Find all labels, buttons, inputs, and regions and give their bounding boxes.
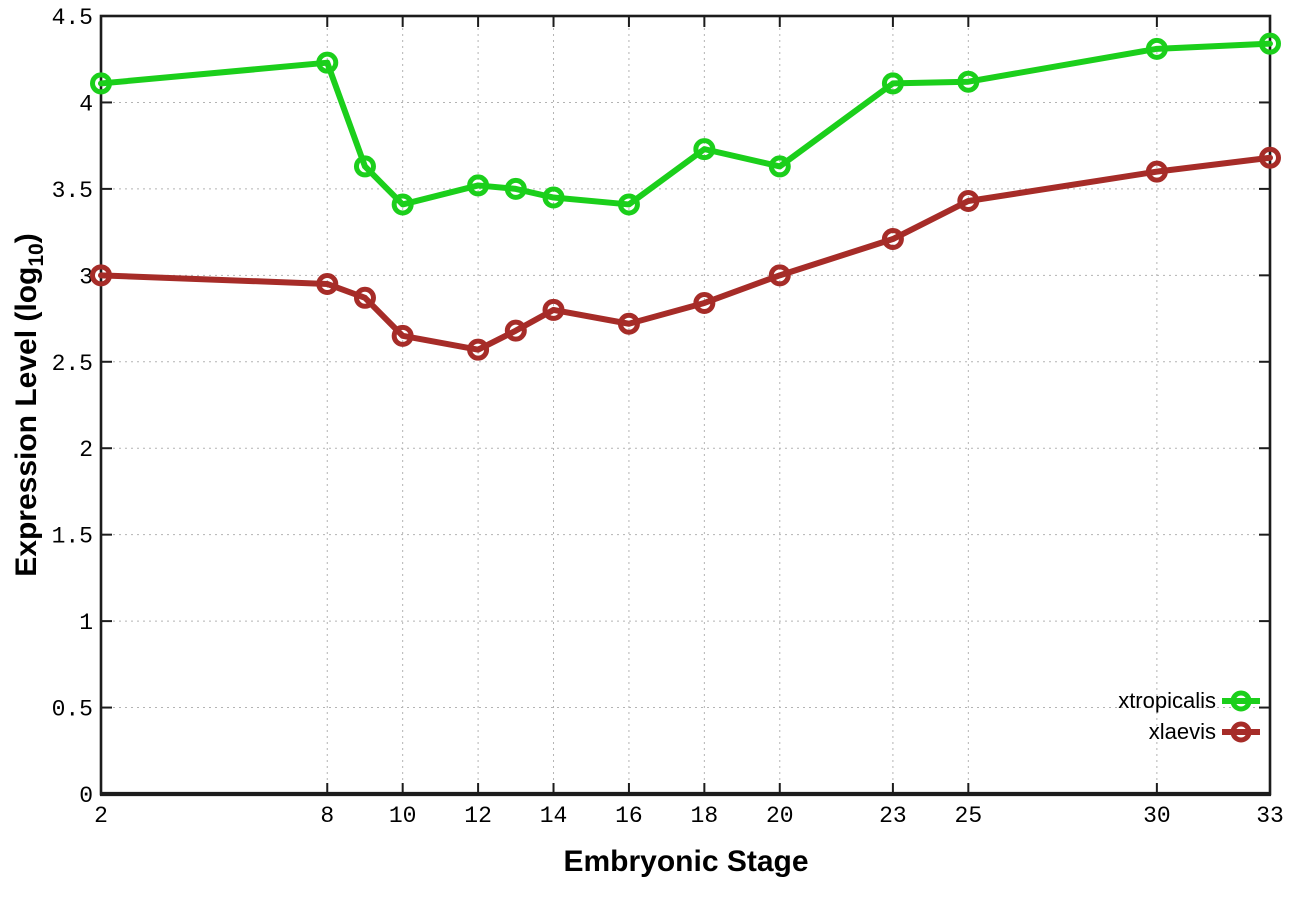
legend-label-xlaevis: xlaevis bbox=[1148, 719, 1216, 744]
y-axis-title-suffix: ) bbox=[10, 233, 43, 244]
x-axis-title: Embryonic Stage bbox=[563, 845, 809, 878]
data-point-xtropicalis-10 bbox=[391, 193, 414, 216]
data-point-xtropicalis-25 bbox=[957, 70, 980, 93]
data-point-xlaevis-25 bbox=[957, 189, 980, 212]
data-point-xlaevis-33 bbox=[1259, 146, 1281, 169]
y-tick-label-1: 1 bbox=[79, 610, 93, 636]
x-tick-label-2: 2 bbox=[94, 803, 108, 829]
y-axis-title-subscript: 10 bbox=[25, 243, 48, 267]
plot-border bbox=[99, 14, 1272, 796]
data-point-xlaevis-10 bbox=[391, 324, 414, 347]
data-point-xtropicalis-12 bbox=[467, 174, 490, 197]
data-point-xlaevis-12 bbox=[467, 338, 490, 361]
data-point-xtropicalis-33 bbox=[1259, 32, 1281, 55]
y-tick-label-1.5: 1.5 bbox=[52, 524, 93, 550]
data-point-xlaevis-20 bbox=[768, 264, 791, 287]
y-tick-label-3.5: 3.5 bbox=[52, 178, 93, 204]
y-axis-title-text: Expression Level (log bbox=[10, 266, 43, 577]
data-point-xlaevis-8 bbox=[316, 272, 339, 295]
x-tick-label-10: 10 bbox=[389, 803, 417, 829]
data-point-xtropicalis-16 bbox=[617, 193, 640, 216]
x-tick-label-8: 8 bbox=[320, 803, 334, 829]
legend-label-xtropicalis: xtropicalis bbox=[1118, 688, 1216, 713]
legend-marker-xtropicalis bbox=[1222, 690, 1260, 711]
data-point-xtropicalis-2 bbox=[90, 72, 112, 95]
data-point-xtropicalis-23 bbox=[881, 72, 904, 95]
y-tick-label-4.5: 4.5 bbox=[52, 5, 93, 31]
y-tick-label-2.5: 2.5 bbox=[52, 351, 93, 377]
legend-item-xtropicalis: xtropicalis bbox=[1118, 685, 1260, 716]
x-tick-label-23: 23 bbox=[879, 803, 907, 829]
series-line-xlaevis bbox=[98, 154, 1273, 353]
y-tick-label-4: 4 bbox=[79, 91, 93, 117]
data-point-xlaevis-14 bbox=[542, 298, 565, 321]
y-tick-label-3: 3 bbox=[79, 264, 93, 290]
data-point-xlaevis-13 bbox=[504, 319, 527, 342]
y-tick-label-0: 0 bbox=[79, 783, 93, 809]
data-point-xlaevis-18 bbox=[693, 291, 716, 314]
legend-item-xlaevis: xlaevis bbox=[1118, 716, 1260, 747]
x-tick-label-25: 25 bbox=[955, 803, 983, 829]
data-point-xtropicalis-20 bbox=[768, 155, 791, 178]
x-tick-label-30: 30 bbox=[1143, 803, 1171, 829]
y-tick-label-0.5: 0.5 bbox=[52, 697, 93, 723]
data-point-xtropicalis-14 bbox=[542, 186, 565, 209]
data-point-xtropicalis-9 bbox=[353, 155, 376, 178]
x-tick-label-12: 12 bbox=[464, 803, 492, 829]
y-axis-title: Expression Level (log10) bbox=[10, 233, 48, 577]
x-tick-label-18: 18 bbox=[691, 803, 719, 829]
data-point-xlaevis-2 bbox=[90, 264, 112, 287]
data-point-xlaevis-30 bbox=[1145, 160, 1168, 183]
data-point-xtropicalis-13 bbox=[504, 177, 527, 200]
data-point-xtropicalis-8 bbox=[316, 51, 339, 74]
y-tick-label-2: 2 bbox=[79, 437, 93, 463]
x-tick-label-14: 14 bbox=[540, 803, 568, 829]
data-point-xtropicalis-30 bbox=[1145, 37, 1168, 60]
x-tick-label-20: 20 bbox=[766, 803, 794, 829]
legend-marker-xlaevis bbox=[1222, 721, 1260, 742]
x-tick-label-16: 16 bbox=[615, 803, 643, 829]
data-point-xlaevis-9 bbox=[353, 286, 376, 309]
data-point-xlaevis-16 bbox=[617, 312, 640, 335]
data-point-xtropicalis-18 bbox=[693, 138, 716, 161]
x-tick-label-33: 33 bbox=[1256, 803, 1284, 829]
data-point-xlaevis-23 bbox=[881, 228, 904, 251]
legend: xtropicalis xlaevis bbox=[1118, 685, 1260, 747]
